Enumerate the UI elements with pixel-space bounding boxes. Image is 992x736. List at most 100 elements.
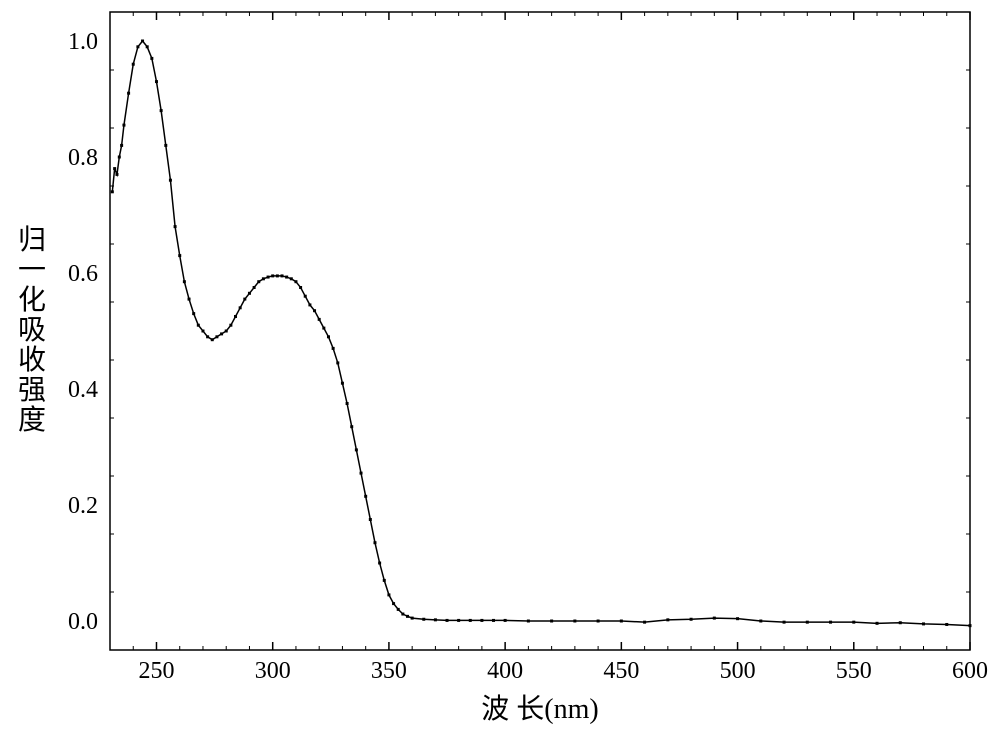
data-marker	[341, 382, 344, 385]
data-marker	[294, 280, 297, 283]
data-marker	[225, 330, 228, 333]
data-marker	[169, 179, 172, 182]
data-marker	[350, 425, 353, 428]
data-marker	[155, 80, 158, 83]
data-marker	[211, 338, 214, 341]
data-marker	[197, 324, 200, 327]
data-marker	[783, 621, 786, 624]
x-tick-label: 350	[371, 658, 407, 684]
data-marker	[271, 274, 274, 277]
data-marker	[229, 324, 232, 327]
data-marker	[713, 617, 716, 620]
data-marker	[383, 579, 386, 582]
data-marker	[469, 619, 472, 622]
data-marker	[373, 541, 376, 544]
data-marker	[111, 190, 114, 193]
data-marker	[248, 292, 251, 295]
data-marker	[257, 280, 260, 283]
data-marker	[969, 624, 972, 627]
y-axis-title-char: 强	[18, 375, 46, 406]
data-marker	[201, 330, 204, 333]
data-marker	[243, 298, 246, 301]
data-marker	[643, 621, 646, 624]
data-marker	[392, 602, 395, 605]
data-marker	[164, 144, 167, 147]
data-marker	[318, 318, 321, 321]
data-marker	[188, 298, 191, 301]
y-axis-title-char: 收	[18, 344, 46, 376]
x-tick-label: 450	[603, 658, 639, 684]
data-marker	[178, 254, 181, 257]
data-marker	[922, 622, 925, 625]
data-marker	[220, 332, 223, 335]
data-marker	[150, 57, 153, 60]
data-marker	[113, 167, 116, 170]
data-marker	[527, 620, 530, 623]
data-marker	[492, 619, 495, 622]
y-axis-title-char: 化	[18, 284, 46, 316]
data-marker	[206, 335, 209, 338]
y-tick-label: 1.0	[68, 29, 98, 55]
data-marker	[267, 276, 270, 279]
data-marker	[355, 448, 358, 451]
y-tick-label: 0.4	[68, 377, 98, 403]
data-marker	[876, 622, 879, 625]
x-tick-label: 500	[720, 658, 756, 684]
data-marker	[397, 608, 400, 611]
spectrum-line	[112, 41, 970, 626]
data-marker	[360, 472, 363, 475]
plot-frame	[110, 12, 970, 650]
data-marker	[276, 274, 279, 277]
data-marker	[369, 518, 372, 521]
data-marker	[239, 306, 242, 309]
data-marker	[281, 274, 284, 277]
data-marker	[120, 144, 123, 147]
data-marker	[597, 620, 600, 623]
x-tick-label: 400	[487, 658, 523, 684]
data-marker	[666, 618, 669, 621]
data-marker	[122, 124, 125, 127]
data-marker	[308, 303, 311, 306]
data-marker	[327, 335, 330, 338]
data-marker	[945, 623, 948, 626]
y-axis-title-char: 归	[18, 224, 46, 256]
data-marker	[136, 45, 139, 48]
data-marker	[422, 618, 425, 621]
data-marker	[411, 617, 414, 620]
data-marker	[550, 620, 553, 623]
data-marker	[285, 276, 288, 279]
x-tick-label: 600	[952, 658, 988, 684]
data-marker	[304, 295, 307, 298]
data-marker	[141, 40, 144, 43]
data-marker	[262, 277, 265, 280]
data-marker	[322, 327, 325, 330]
data-marker	[183, 280, 186, 283]
data-marker	[457, 619, 460, 622]
y-tick-label: 0.8	[68, 145, 98, 171]
data-marker	[806, 621, 809, 624]
data-marker	[480, 619, 483, 622]
data-marker	[146, 45, 149, 48]
data-marker	[127, 92, 130, 95]
data-marker	[346, 402, 349, 405]
x-tick-label: 250	[138, 658, 174, 684]
y-tick-label: 0.0	[68, 609, 98, 635]
data-marker	[401, 613, 404, 616]
data-marker	[378, 562, 381, 565]
spectrum-chart: 2503003504004505005506000.00.20.40.60.81…	[0, 0, 992, 736]
data-marker	[118, 156, 121, 159]
data-marker	[852, 621, 855, 624]
y-axis-title-char: 吸	[18, 315, 46, 346]
data-marker	[573, 620, 576, 623]
data-marker	[234, 315, 237, 318]
data-marker	[759, 620, 762, 623]
data-marker	[160, 109, 163, 112]
data-marker	[364, 495, 367, 498]
data-marker	[387, 593, 390, 596]
data-marker	[504, 619, 507, 622]
data-marker	[290, 277, 293, 280]
chart-svg: 2503003504004505005506000.00.20.40.60.81…	[0, 0, 992, 736]
y-tick-label: 0.6	[68, 261, 98, 287]
data-marker	[434, 618, 437, 621]
data-marker	[174, 225, 177, 228]
